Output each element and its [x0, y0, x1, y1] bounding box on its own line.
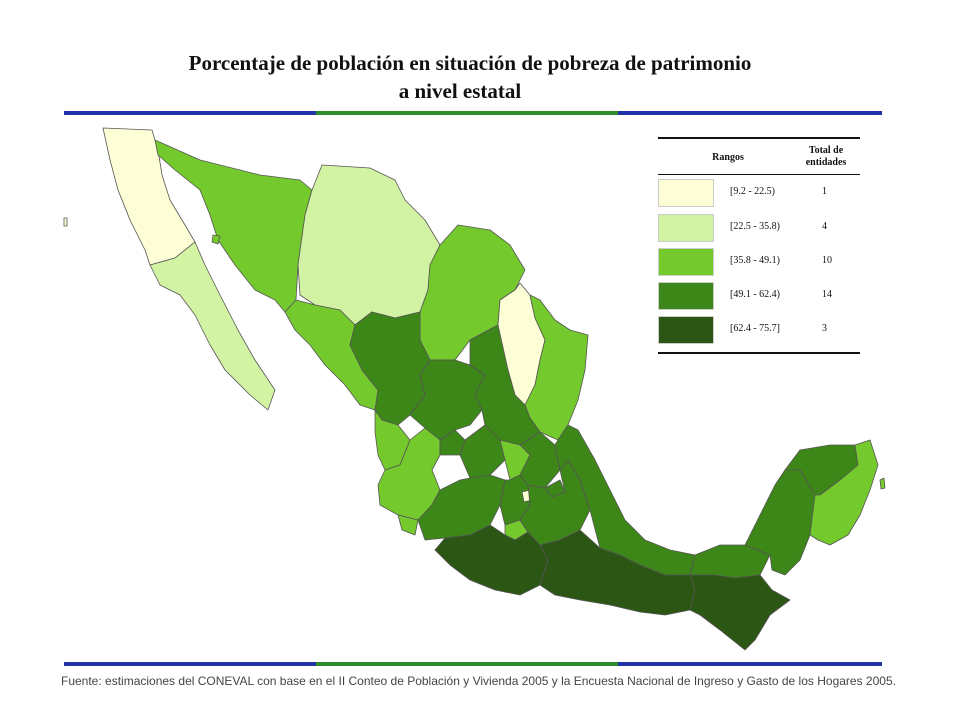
- legend-swatch-5: [658, 316, 714, 344]
- legend-count-2: 4: [822, 221, 827, 232]
- source-footnote: Fuente: estimaciones del CONEVAL con bas…: [61, 674, 896, 688]
- legend-swatch-2: [658, 214, 714, 242]
- top-divider: [64, 111, 882, 115]
- legend-range-3: [35.8 - 49.1): [730, 255, 780, 266]
- state-chihuahua: [297, 164, 441, 326]
- legend-count-5: 3: [822, 323, 827, 334]
- legend-count-4: 14: [822, 289, 832, 300]
- legend-header-total-line1: Total de: [808, 145, 844, 156]
- divider-blue-right-bottom: [618, 662, 882, 666]
- island-tiburon: [211, 234, 221, 245]
- state-colima: [397, 514, 419, 536]
- state-sonora: [154, 139, 313, 313]
- state-chiapas: [689, 574, 791, 651]
- legend-top-rule: [658, 137, 860, 139]
- legend-range-4: [49.1 - 62.4): [730, 289, 780, 300]
- state-jalisco: [377, 427, 441, 521]
- legend-count-1: 1: [822, 186, 827, 197]
- legend-count-3: 10: [822, 255, 832, 266]
- state-baja-california-sur: [149, 241, 276, 411]
- island-cozumel: [879, 477, 886, 490]
- legend: Rangos Total de entidades [9.2 - 22.5) 1…: [658, 137, 860, 355]
- legend-header-total-line2: entidades: [805, 157, 847, 168]
- legend-swatch-4: [658, 282, 714, 310]
- legend-range-5: [62.4 - 75.7]: [730, 323, 780, 334]
- state-baja-california: [102, 127, 196, 266]
- state-quintana-roo: [809, 439, 879, 546]
- divider-blue-right: [618, 111, 882, 115]
- map-title-line2: a nivel estatal: [398, 79, 522, 103]
- island-guadalupe: [63, 217, 68, 227]
- legend-range-1: [9.2 - 22.5): [730, 186, 775, 197]
- legend-range-2: [22.5 - 35.8): [730, 221, 780, 232]
- legend-swatch-3: [658, 248, 714, 276]
- bottom-divider: [64, 662, 882, 666]
- divider-green-middle-bottom: [316, 662, 618, 666]
- map-title-line1: Porcentaje de población en situación de …: [188, 51, 752, 75]
- divider-blue-left-bottom: [64, 662, 316, 666]
- legend-header-rule: [658, 174, 860, 175]
- legend-bottom-rule: [658, 352, 860, 354]
- divider-blue-left: [64, 111, 316, 115]
- legend-header-ranges: Rangos: [712, 152, 744, 163]
- divider-green-middle: [316, 111, 618, 115]
- legend-swatch-1: [658, 179, 714, 207]
